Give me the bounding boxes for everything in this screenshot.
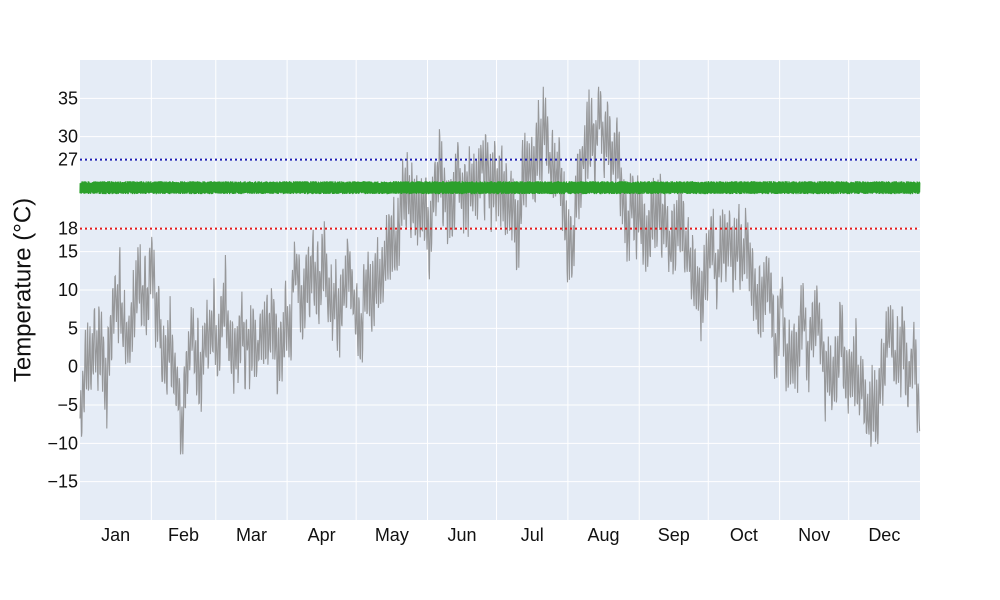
y-tick-label: −15 xyxy=(47,472,78,492)
series-layer xyxy=(79,86,921,455)
y-tick-label: 35 xyxy=(58,88,78,108)
y-tick-label: 18 xyxy=(58,219,78,239)
x-tick-label: Nov xyxy=(798,525,830,545)
y-tick-label: −10 xyxy=(47,433,78,453)
x-tick-label: Apr xyxy=(308,525,336,545)
x-tick-label: Feb xyxy=(168,525,199,545)
y-tick-label: 30 xyxy=(58,127,78,147)
y-tick-label: 0 xyxy=(68,357,78,377)
y-tick-label: 5 xyxy=(68,318,78,338)
y-tick-label: 10 xyxy=(58,280,78,300)
x-axis-ticks: Jan Feb Mar Apr May Jun Jul Aug Sep Oct Nov Dec xyxy=(101,525,900,545)
x-tick-label: Oct xyxy=(730,525,758,545)
x-tick-label: Jun xyxy=(448,525,477,545)
x-tick-label: Dec xyxy=(868,525,900,545)
x-tick-label: Aug xyxy=(588,525,620,545)
y-tick-label: −5 xyxy=(57,395,78,415)
x-tick-label: Jul xyxy=(521,525,544,545)
indoor-temperature-line xyxy=(79,181,921,195)
x-tick-label: Mar xyxy=(236,525,267,545)
outdoor-temperature-line xyxy=(79,86,921,455)
y-axis-ticks: −15 −10 −5 0 5 10 15 18 27 30 35 xyxy=(47,88,78,491)
y-tick-label: 27 xyxy=(58,150,78,170)
y-tick-label: 15 xyxy=(58,242,78,262)
y-axis-title: Temperature (°C) xyxy=(9,198,36,382)
x-tick-label: Jan xyxy=(101,525,130,545)
x-tick-label: Sep xyxy=(658,525,690,545)
threshold-layer xyxy=(80,158,920,230)
x-tick-label: May xyxy=(375,525,409,545)
